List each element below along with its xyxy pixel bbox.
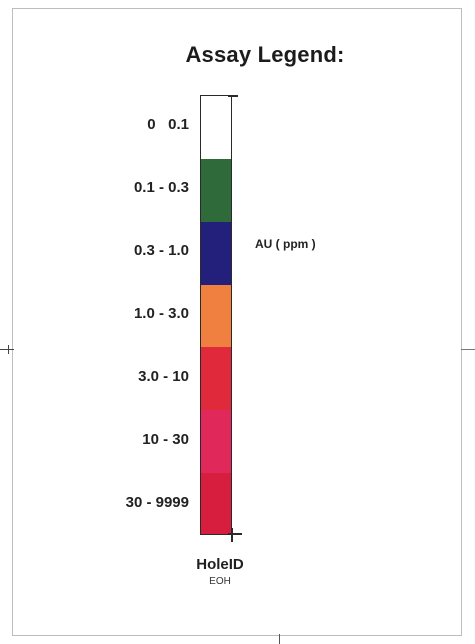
range-label: 30 - 9999 [125,493,189,511]
eoh-label: EOH [209,576,231,587]
range-label: 0 0.1 [147,116,189,134]
column-bottom-vertical-tick [231,528,233,542]
unit-label: AU ( ppm ) [255,237,316,251]
range-label: 0.1 - 0.3 [133,179,189,197]
assay-band [201,473,231,534]
range-label: 10 - 30 [142,430,189,448]
frame-tick-left [0,349,14,350]
assay-band [201,410,231,475]
range-label: 3.0 - 10 [138,367,189,385]
frame-tick-left-vertical [8,345,9,354]
assay-band [201,284,231,349]
assay-band [201,158,231,223]
hole-id-label: HoleID [196,556,244,573]
legend-frame [12,8,462,636]
range-label: 0.3 - 1.0 [133,242,189,260]
legend-title: Assay Legend: [185,42,345,67]
assay-band [201,96,231,160]
assay-color-column [200,95,232,535]
assay-band [201,347,231,412]
column-top-tick [228,95,238,97]
range-label: 1.0 - 3.0 [133,305,189,322]
frame-tick-right [461,349,475,350]
assay-band [201,221,231,286]
column-bottom-tick [228,533,242,535]
frame-tick-bottom [279,634,280,644]
